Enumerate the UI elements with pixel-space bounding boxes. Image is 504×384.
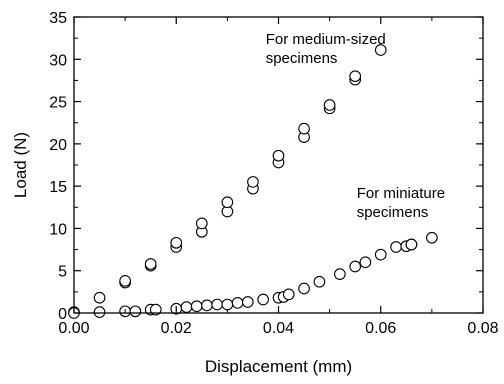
series-2	[68, 231, 438, 319]
annotation-label: specimens	[357, 204, 429, 221]
annotation-label: For miniature	[357, 185, 445, 202]
x-tick-label: 0.04	[263, 320, 294, 337]
y-tick-label: 35	[49, 10, 67, 27]
data-point	[129, 305, 142, 318]
data-point	[374, 44, 387, 56]
data-point	[93, 291, 106, 304]
data-point	[426, 231, 438, 244]
y-tick-label: 25	[49, 95, 67, 112]
data-point	[231, 297, 244, 309]
data-point	[334, 268, 346, 280]
y-tick-label: 5	[58, 264, 67, 281]
data-point	[374, 248, 387, 261]
data-point	[247, 176, 259, 188]
data-point	[349, 260, 362, 273]
x-axis-title: Displacement (mm)	[205, 357, 352, 376]
y-tick-label: 30	[49, 52, 67, 69]
data-point	[257, 293, 270, 306]
x-tick-label: 0.08	[467, 320, 498, 337]
data-point	[149, 303, 162, 316]
data-point	[298, 122, 310, 135]
y-tick-label: 15	[49, 179, 67, 196]
data-point	[221, 298, 234, 311]
data-point	[190, 300, 203, 313]
y-tick-label: 20	[49, 137, 67, 154]
data-point	[272, 149, 285, 162]
data-point	[119, 275, 131, 287]
data-point	[390, 241, 402, 253]
plot-area	[68, 44, 438, 319]
annotation-label: For medium-sized	[266, 31, 386, 48]
data-point	[201, 299, 213, 312]
data-point	[93, 306, 106, 319]
axes: 0.00 0.02 0.04 0.06 0.08 0 5 10 15 20 25 30 35	[49, 10, 498, 337]
data-point	[144, 258, 157, 270]
data-point	[349, 70, 362, 83]
data-point	[323, 99, 336, 111]
data-point	[195, 217, 208, 230]
series-1	[68, 44, 387, 319]
data-point	[170, 236, 183, 249]
annotation-label: specimens	[266, 50, 338, 67]
data-point	[241, 296, 254, 308]
x-tick-label: 0.00	[58, 320, 89, 337]
y-axis-title: Load (N)	[11, 132, 30, 198]
data-point	[359, 256, 372, 269]
x-tick-label: 0.02	[161, 320, 192, 337]
data-point	[405, 238, 418, 251]
data-point	[221, 196, 234, 209]
data-point	[211, 298, 223, 311]
data-point	[282, 288, 295, 301]
y-tick-label: 10	[49, 221, 67, 238]
annotations: For medium-sized specimens For miniature sp…	[266, 31, 445, 221]
x-tick-label: 0.06	[365, 320, 396, 337]
data-point	[298, 282, 310, 295]
data-point	[180, 301, 193, 313]
data-point	[313, 275, 326, 288]
y-tick-label: 0	[58, 306, 67, 323]
